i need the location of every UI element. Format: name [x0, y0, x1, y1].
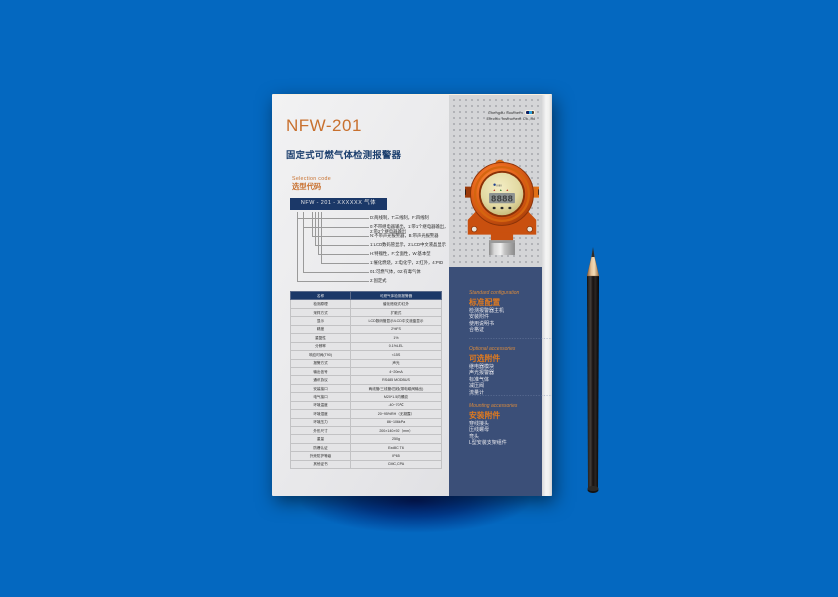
svg-text:8888: 8888 [491, 193, 514, 204]
svg-text:▲: ▲ [499, 188, 502, 192]
svg-text:▲: ▲ [506, 188, 509, 192]
svg-text:IIIIIII: IIIIIII [496, 184, 502, 188]
svg-text:▲: ▲ [493, 188, 496, 192]
